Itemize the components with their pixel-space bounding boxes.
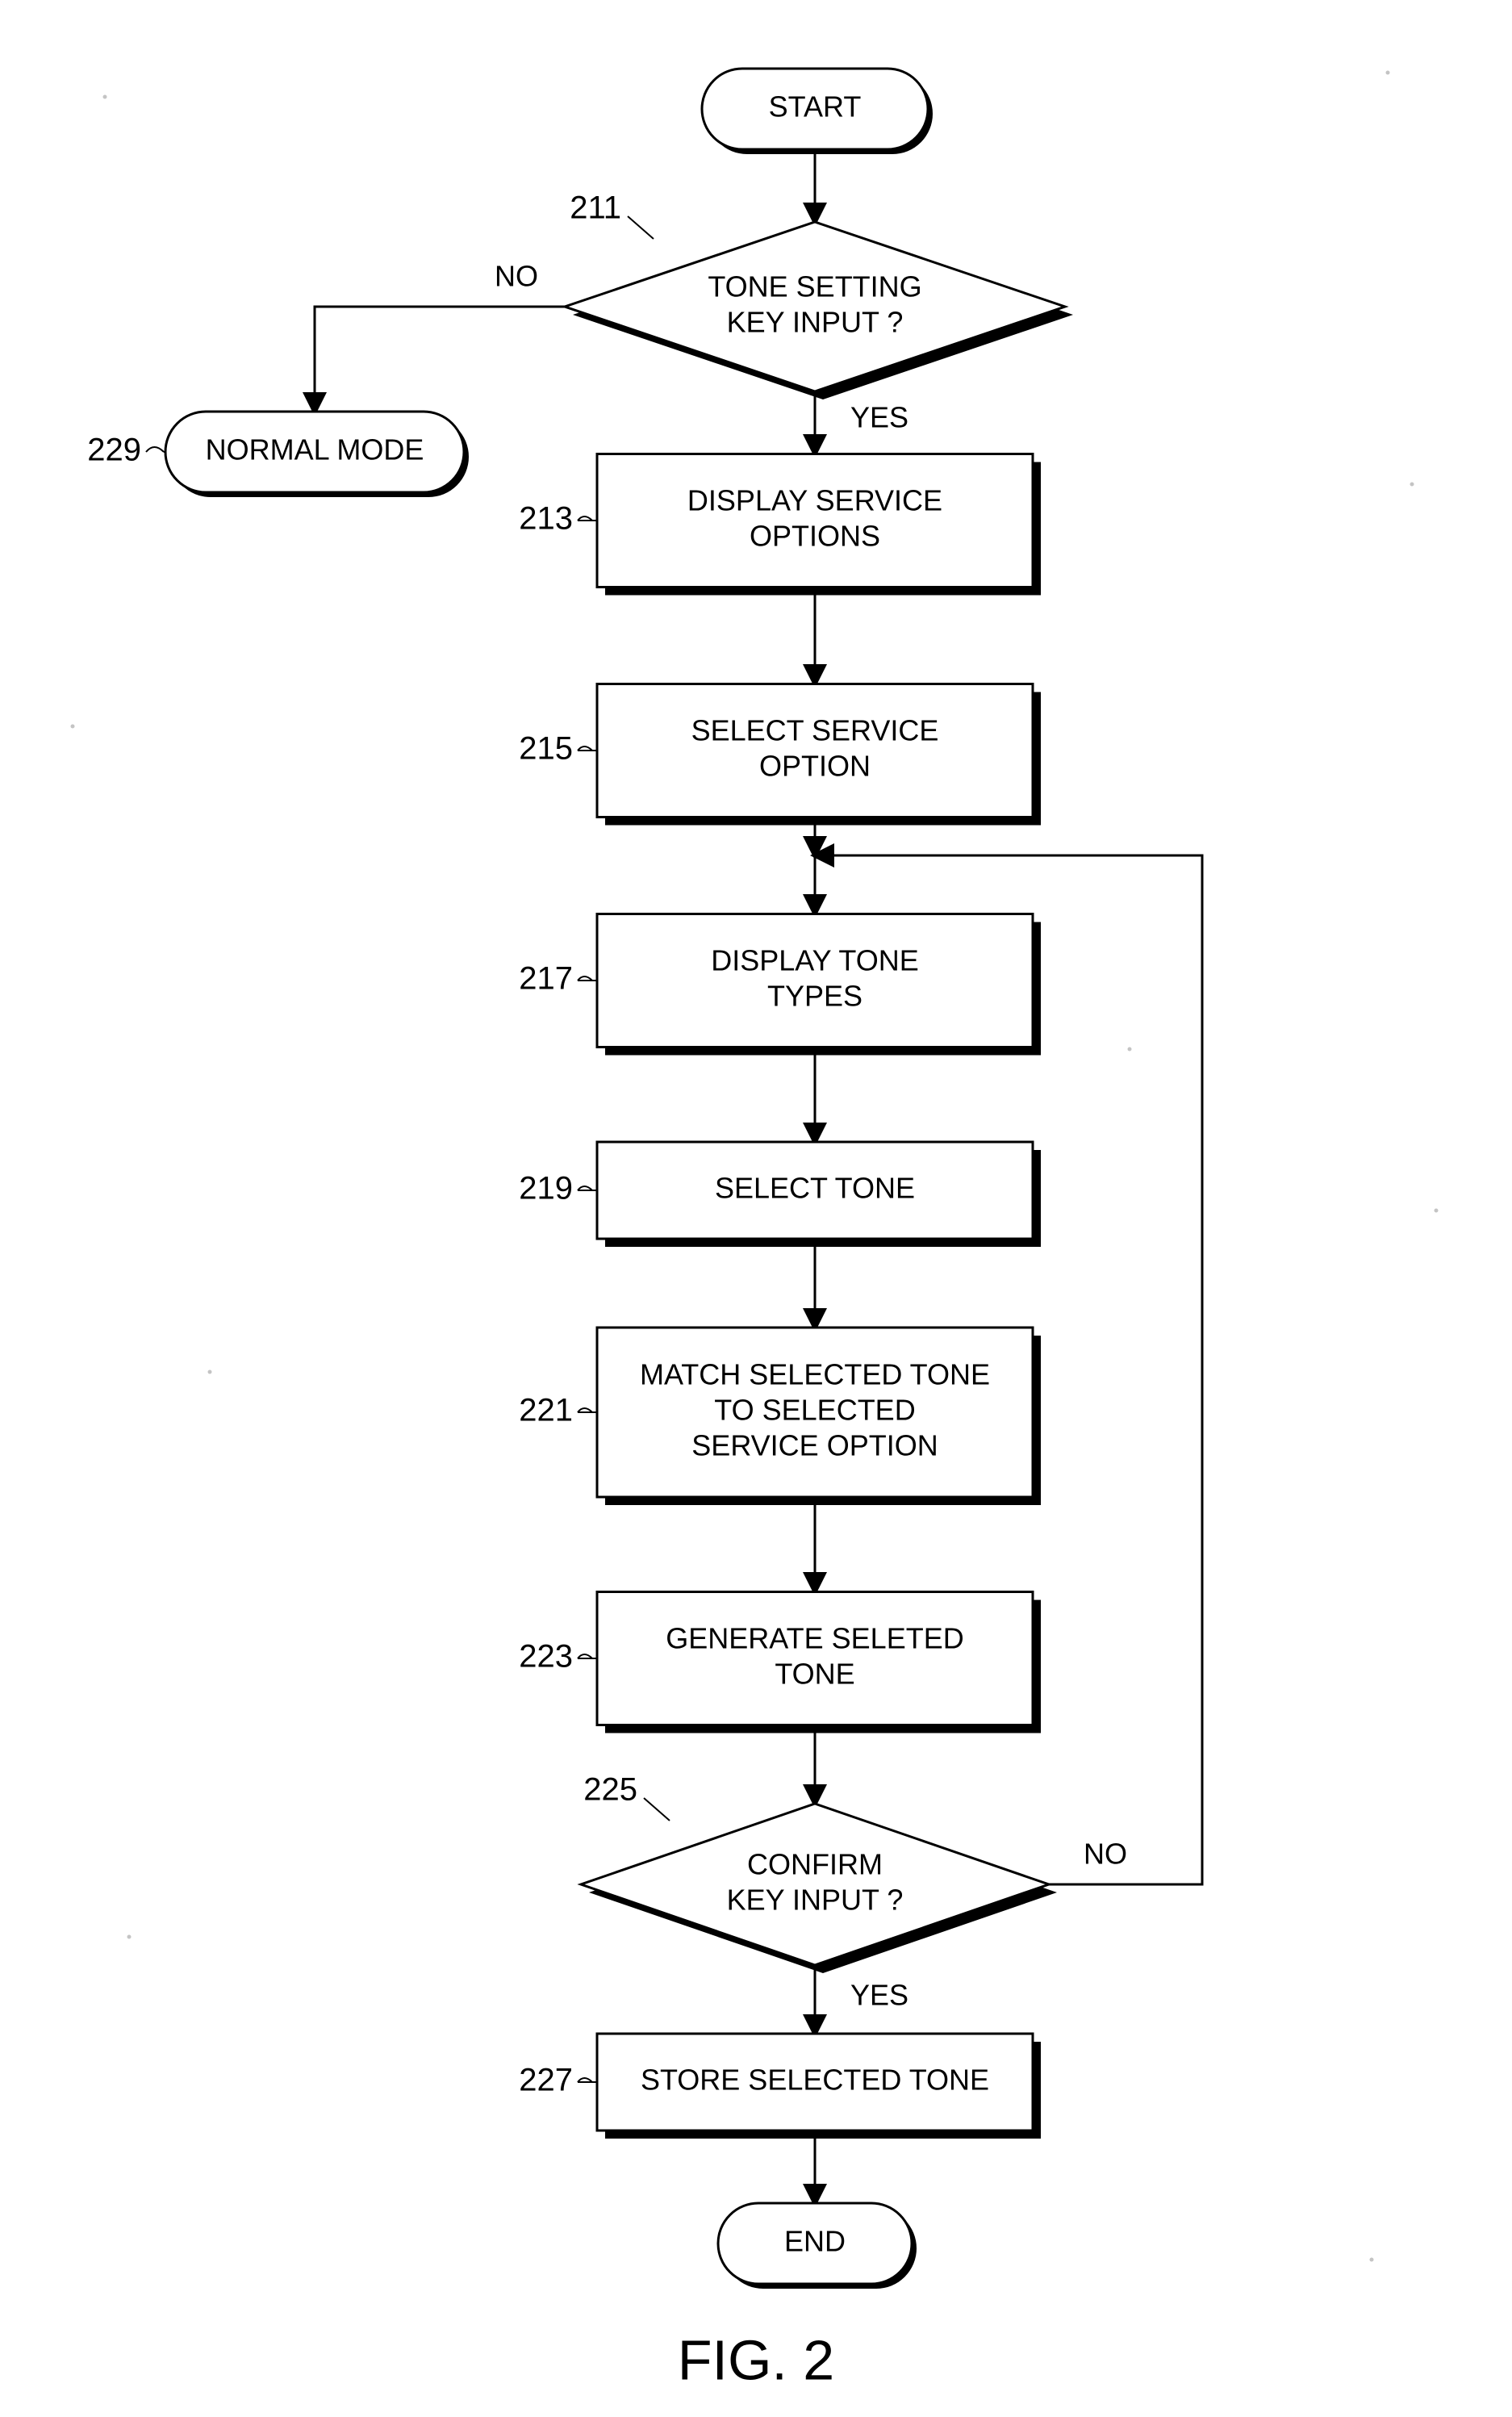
node-label: TONE: [775, 1658, 854, 1691]
ref-number: 227: [519, 2063, 573, 2098]
ref-number: 225: [583, 1772, 637, 1808]
node-label: OPTIONS: [750, 520, 880, 553]
node-label: TYPES: [767, 980, 863, 1013]
node-label: TO SELECTED: [714, 1394, 915, 1427]
edge-label: YES: [850, 1979, 908, 2012]
node-label: TONE SETTING: [708, 270, 921, 303]
edge-label: NO: [1084, 1838, 1127, 1871]
node-label: SELECT TONE: [715, 1172, 915, 1205]
ref-number: 211: [570, 190, 621, 226]
flowchart-canvas: NOYESNOYESSTARTTONE SETTINGKEY INPUT ?21…: [0, 0, 1512, 2417]
node-label: OPTION: [759, 750, 871, 783]
node-label: NORMAL MODE: [206, 433, 424, 466]
ref-number: 223: [519, 1639, 573, 1675]
node-label: GENERATE SELETED: [666, 1622, 963, 1655]
node-label: DISPLAY TONE: [711, 944, 918, 977]
ref-number: 217: [519, 961, 573, 997]
figure-caption: FIG. 2: [678, 2328, 834, 2391]
node-label: STORE SELECTED TONE: [641, 2064, 989, 2097]
node-label: START: [769, 90, 862, 123]
edge: [315, 307, 565, 412]
ref-number: 219: [519, 1171, 573, 1206]
node-label: END: [784, 2225, 846, 2258]
node-label: CONFIRM: [747, 1848, 883, 1881]
ref-number: 213: [519, 501, 573, 537]
node-label: DISPLAY SERVICE: [687, 484, 942, 517]
node-label: KEY INPUT ?: [727, 1884, 904, 1917]
ref-number: 229: [87, 433, 141, 468]
node-label: SERVICE OPTION: [691, 1429, 938, 1462]
edge-label: YES: [850, 401, 908, 434]
ref-number: 215: [519, 731, 573, 767]
edge-label: NO: [495, 260, 538, 293]
node-label: KEY INPUT ?: [727, 306, 904, 339]
ref-number: 221: [519, 1393, 573, 1428]
node-label: SELECT SERVICE: [691, 714, 939, 747]
node-label: MATCH SELECTED TONE: [640, 1358, 990, 1391]
